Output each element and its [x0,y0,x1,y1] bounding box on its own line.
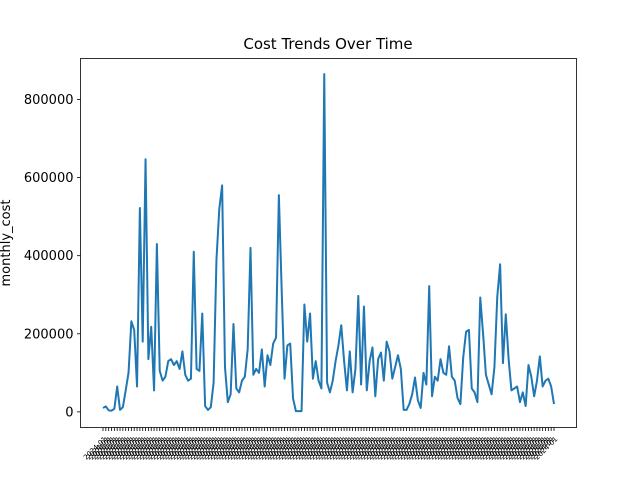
y-tick-label: 600000 [24,171,74,186]
plot-content [102,73,555,413]
series-line [102,73,555,413]
y-axis: 0 200000 400000 600000 800000 [24,93,81,420]
y-tick-label: 0 [65,405,73,420]
y-tick-label: 800000 [24,93,74,108]
plot-frame [80,58,577,428]
y-tick-label: 400000 [24,249,74,264]
y-axis-label: monthly_cost [0,200,14,287]
x-axis: 2024-012024-012024-012024-012024-012024-… [82,427,559,462]
y-tick-label: 200000 [24,327,74,342]
chart-title: Cost Trends Over Time [243,35,412,53]
